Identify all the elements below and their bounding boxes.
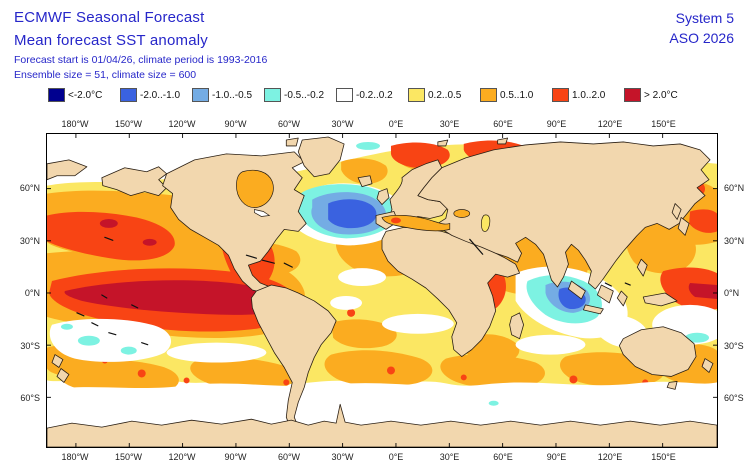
lon-tick-label: 60°E [493, 452, 513, 462]
color-legend: <-2.0°C -2.0..-1.0 -1.0..-0.5 -0.5..-0.2 -0.… [48, 88, 678, 102]
lon-tick-label: 90°E [546, 119, 567, 129]
ensemble-size-info: Ensemble size = 51, climate size = 600 [14, 69, 197, 81]
legend-swatch [120, 88, 137, 102]
lon-tick-label: 120°E [597, 119, 623, 129]
lon-tick-label: 30°W [331, 452, 354, 462]
legend-label: 0.2..0.5 [428, 89, 462, 101]
lon-tick-label: 180°W [61, 452, 89, 462]
legend-label: <-2.0°C [68, 89, 103, 101]
lon-tick-label: 30°W [331, 119, 354, 129]
legend-item-3: -0.5..-0.2 [264, 88, 336, 102]
lon-tick-label: 0°E [388, 452, 404, 462]
sst-anomaly-map [46, 133, 718, 448]
legend-swatch [192, 88, 209, 102]
legend-item-1: -2.0..-1.0 [120, 88, 192, 102]
lat-tick-label: 30°S [20, 340, 40, 351]
lat-tick-label: 0°N [724, 288, 740, 298]
page-title: ECMWF Seasonal Forecast [14, 9, 205, 26]
legend-item-7: 1.0..2.0 [552, 88, 624, 102]
lon-tick-label: 120°E [597, 452, 623, 462]
legend-swatch [336, 88, 353, 102]
lon-tick-label: 120°W [168, 452, 196, 462]
lon-tick-label: 90°E [546, 452, 567, 462]
header-left: ECMWF Seasonal Forecast Mean forecast SS… [14, 6, 267, 82]
lat-tick-label: 30°N [19, 235, 40, 246]
lon-tick-label: 150°W [114, 452, 143, 462]
legend-swatch [624, 88, 641, 102]
lon-tick-label: 60°W [277, 452, 301, 462]
legend-item-5: 0.2..0.5 [408, 88, 480, 102]
lat-tick-label: 30°N [724, 235, 745, 246]
lat-tick-label: 60°S [724, 393, 744, 403]
lat-tick-label: 0°N [24, 288, 40, 298]
lon-tick-label: 150°E [651, 119, 676, 129]
lat-tick-label: 60°N [724, 183, 745, 193]
system-label: System 5 [675, 10, 734, 26]
lat-tick-label: 60°N [19, 183, 40, 193]
legend-swatch [480, 88, 497, 102]
legend-item-8: > 2.0°C [624, 88, 678, 102]
legend-item-0: <-2.0°C [48, 88, 120, 102]
season-label: ASO 2026 [669, 30, 734, 46]
header-right: System 5 ASO 2026 [669, 8, 734, 48]
lon-tick-label: 150°E [651, 452, 676, 462]
map-area: 180°W 150°W 120°W 90°W 60°W 30°W 0°E 30°E 60°E 90… [20, 119, 744, 462]
lon-tick-label: 60°W [277, 119, 301, 129]
lon-tick-label: 90°W [224, 119, 247, 129]
legend-swatch [48, 88, 65, 102]
legend-item-2: -1.0..-0.5 [192, 88, 264, 102]
legend-label: 0.5..1.0 [500, 89, 534, 101]
lon-tick-label: 30°E [439, 452, 460, 462]
legend-swatch [552, 88, 569, 102]
legend-swatch [264, 88, 281, 102]
forecast-start-info: Forecast start is 01/04/26, climate peri… [14, 54, 268, 66]
lon-tick-label: 0°E [388, 119, 404, 129]
legend-label: -0.2..0.2 [356, 89, 393, 101]
lon-tick-label: 30°E [439, 119, 460, 129]
lat-tick-label: 60°S [20, 393, 40, 403]
legend-swatch [408, 88, 425, 102]
lon-tick-label: 120°W [168, 119, 196, 129]
lon-tick-label: 60°E [493, 119, 513, 129]
lon-tick-label: 150°W [114, 119, 143, 129]
legend-label: -2.0..-1.0 [140, 89, 181, 101]
legend-label: -0.5..-0.2 [284, 89, 325, 101]
legend-label: > 2.0°C [644, 89, 678, 101]
legend-item-6: 0.5..1.0 [480, 88, 552, 102]
lon-tick-label: 90°W [224, 452, 247, 462]
lon-tick-label: 180°W [61, 119, 89, 129]
legend-label: 1.0..2.0 [572, 89, 606, 101]
legend-item-4: -0.2..0.2 [336, 88, 408, 102]
legend-label: -1.0..-0.5 [212, 89, 253, 101]
world-map-svg [47, 134, 717, 447]
lat-tick-label: 30°S [724, 340, 744, 351]
page-subtitle: Mean forecast SST anomaly [14, 32, 208, 49]
